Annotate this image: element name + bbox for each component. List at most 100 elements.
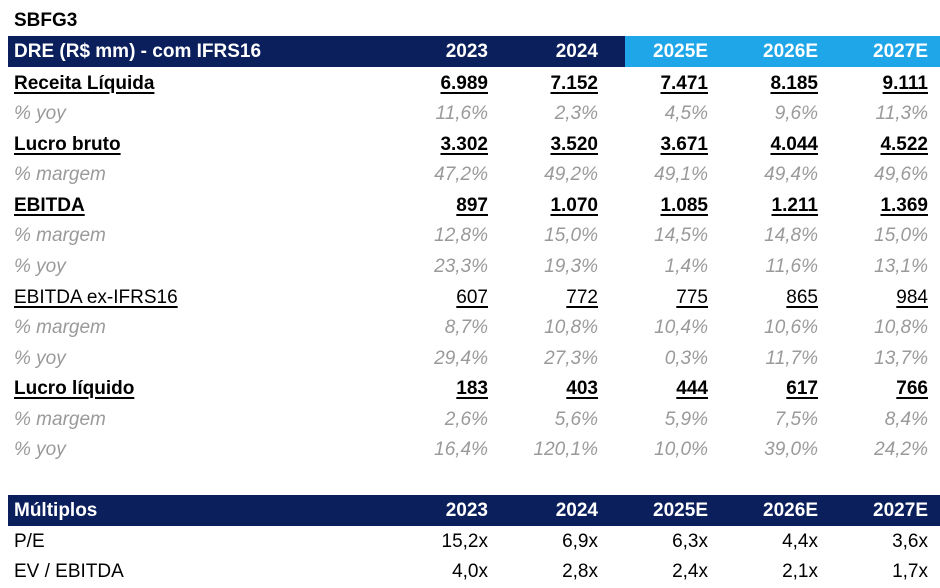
- value-cell: 607: [456, 287, 488, 308]
- dre-header-year-2027e: 2027E: [873, 41, 928, 62]
- multiplos-header-label: Múltiplos: [14, 500, 98, 521]
- value-cell: 865: [786, 287, 818, 308]
- value-cell: 16,4%: [434, 439, 488, 460]
- value-cell: 7,5%: [774, 409, 818, 430]
- value-cell: 8,7%: [444, 317, 488, 338]
- row-label: Lucro líquido: [14, 378, 135, 399]
- value-cell: 2,3%: [554, 103, 598, 124]
- value-cell: 10,0%: [654, 439, 708, 460]
- value-cell: 4.044: [770, 134, 818, 155]
- value-cell: 120,1%: [533, 439, 598, 460]
- value-cell: 24,2%: [874, 439, 928, 460]
- value-cell: 6,3x: [672, 531, 708, 552]
- value-cell: 617: [786, 378, 818, 399]
- row-label: % margem: [14, 409, 106, 430]
- table-row-lucro-bruto: Lucro bruto 3.302 3.520 3.671 4.044 4.52…: [8, 130, 940, 160]
- table-row-ev-ebitda: EV / EBITDA 4,0x 2,8x 2,4x 2,1x 1,7x: [8, 557, 940, 587]
- dre-table-header: DRE (R$ mm) - com IFRS16 2023 2024 2025E…: [8, 36, 940, 67]
- value-cell: 8.185: [770, 73, 818, 94]
- value-cell: 5,6%: [554, 409, 598, 430]
- value-cell: 7.152: [550, 73, 598, 94]
- value-cell: 15,0%: [544, 225, 598, 246]
- table-row-ebitda: EBITDA 897 1.070 1.085 1.211 1.369: [8, 191, 940, 221]
- table-row-pe: P/E 15,2x 6,9x 6,3x 4,4x 3,6x: [8, 527, 940, 557]
- value-cell: 3.302: [440, 134, 488, 155]
- value-cell: 49,4%: [764, 164, 818, 185]
- value-cell: 9.111: [882, 73, 928, 94]
- value-cell: 15,2x: [441, 531, 488, 552]
- multiplos-header-year-2025e: 2025E: [653, 500, 708, 521]
- value-cell: 6.989: [440, 73, 488, 94]
- value-cell: 7.471: [660, 73, 708, 94]
- value-cell: 11,6%: [435, 103, 488, 124]
- value-cell: 49,1%: [654, 164, 708, 185]
- table-row-liquido-margem: % margem 2,6% 5,6% 5,9% 7,5% 8,4%: [8, 405, 940, 435]
- value-cell: 1.211: [771, 195, 819, 216]
- row-label: EBITDA ex-IFRS16: [14, 287, 178, 308]
- value-cell: 3,6x: [892, 531, 928, 552]
- value-cell: 2,1x: [782, 561, 818, 582]
- multiplos-header-year-2024: 2024: [555, 500, 598, 521]
- value-cell: 27,3%: [544, 348, 598, 369]
- table-row-receita-liquida: Receita Líquida 6.989 7.152 7.471 8.185 …: [8, 69, 940, 99]
- value-cell: 10,8%: [544, 317, 598, 338]
- row-label: EV / EBITDA: [14, 561, 124, 582]
- value-cell: 11,7%: [765, 348, 818, 369]
- value-cell: 183: [456, 378, 488, 399]
- table-row-ebitda-yoy: % yoy 23,3% 19,3% 1,4% 11,6% 13,1%: [8, 252, 940, 282]
- table-row-ex-ifrs16-yoy: % yoy 29,4% 27,3% 0,3% 11,7% 13,7%: [8, 344, 940, 374]
- value-cell: 4,0x: [452, 561, 488, 582]
- value-cell: 23,3%: [434, 256, 488, 277]
- row-label: P/E: [14, 531, 45, 552]
- value-cell: 9,6%: [774, 103, 818, 124]
- value-cell: 12,8%: [434, 225, 488, 246]
- value-cell: 1.369: [880, 195, 928, 216]
- multiplos-header-year-2026e: 2026E: [763, 500, 818, 521]
- value-cell: 39,0%: [764, 439, 818, 460]
- value-cell: 3.671: [660, 134, 708, 155]
- table-row-receita-yoy: % yoy 11,6% 2,3% 4,5% 9,6% 11,3%: [8, 99, 940, 129]
- row-label: % yoy: [14, 103, 66, 124]
- value-cell: 4,4x: [782, 531, 818, 552]
- value-cell: 775: [676, 287, 708, 308]
- table-row-ebitda-ex-ifrs16: EBITDA ex-IFRS16 607 772 775 865 984: [8, 283, 940, 313]
- table-row-bruto-margem: % margem 47,2% 49,2% 49,1% 49,4% 49,6%: [8, 160, 940, 190]
- value-cell: 15,0%: [874, 225, 928, 246]
- row-label: % yoy: [14, 256, 66, 277]
- value-cell: 403: [566, 378, 598, 399]
- value-cell: 10,6%: [764, 317, 818, 338]
- value-cell: 3.520: [550, 134, 598, 155]
- row-label: % yoy: [14, 348, 66, 369]
- multiplos-table-header: Múltiplos 2023 2024 2025E 2026E 2027E: [8, 495, 940, 526]
- value-cell: 13,7%: [874, 348, 928, 369]
- value-cell: 8,4%: [884, 409, 928, 430]
- row-label: Lucro bruto: [14, 134, 121, 155]
- value-cell: 984: [896, 287, 928, 308]
- value-cell: 1,7x: [892, 561, 928, 582]
- dre-header-year-2025e: 2025E: [653, 41, 708, 62]
- value-cell: 4.522: [880, 134, 928, 155]
- dre-header-label: DRE (R$ mm) - com IFRS16: [14, 41, 262, 62]
- value-cell: 10,4%: [654, 317, 708, 338]
- multiplos-header-year-2027e: 2027E: [873, 500, 928, 521]
- value-cell: 1.085: [660, 195, 708, 216]
- dre-header-year-2024: 2024: [555, 41, 598, 62]
- table-row-lucro-liquido: Lucro líquido 183 403 444 617 766: [8, 374, 940, 404]
- value-cell: 6,9x: [562, 531, 598, 552]
- row-label: EBITDA: [14, 195, 85, 216]
- row-label: % yoy: [14, 439, 66, 460]
- table-row-ex-ifrs16-margem: % margem 8,7% 10,8% 10,4% 10,6% 10,8%: [8, 313, 940, 343]
- row-label: % margem: [14, 164, 106, 185]
- value-cell: 1.070: [550, 195, 598, 216]
- value-cell: 14,5%: [654, 225, 708, 246]
- value-cell: 11,3%: [875, 103, 928, 124]
- value-cell: 2,8x: [562, 561, 598, 582]
- row-label: % margem: [14, 317, 106, 338]
- value-cell: 10,8%: [874, 317, 928, 338]
- value-cell: 897: [456, 195, 488, 216]
- dre-header-year-2026e: 2026E: [763, 41, 818, 62]
- value-cell: 0,3%: [664, 348, 708, 369]
- value-cell: 444: [676, 378, 708, 399]
- row-label: % margem: [14, 225, 106, 246]
- value-cell: 11,6%: [765, 256, 818, 277]
